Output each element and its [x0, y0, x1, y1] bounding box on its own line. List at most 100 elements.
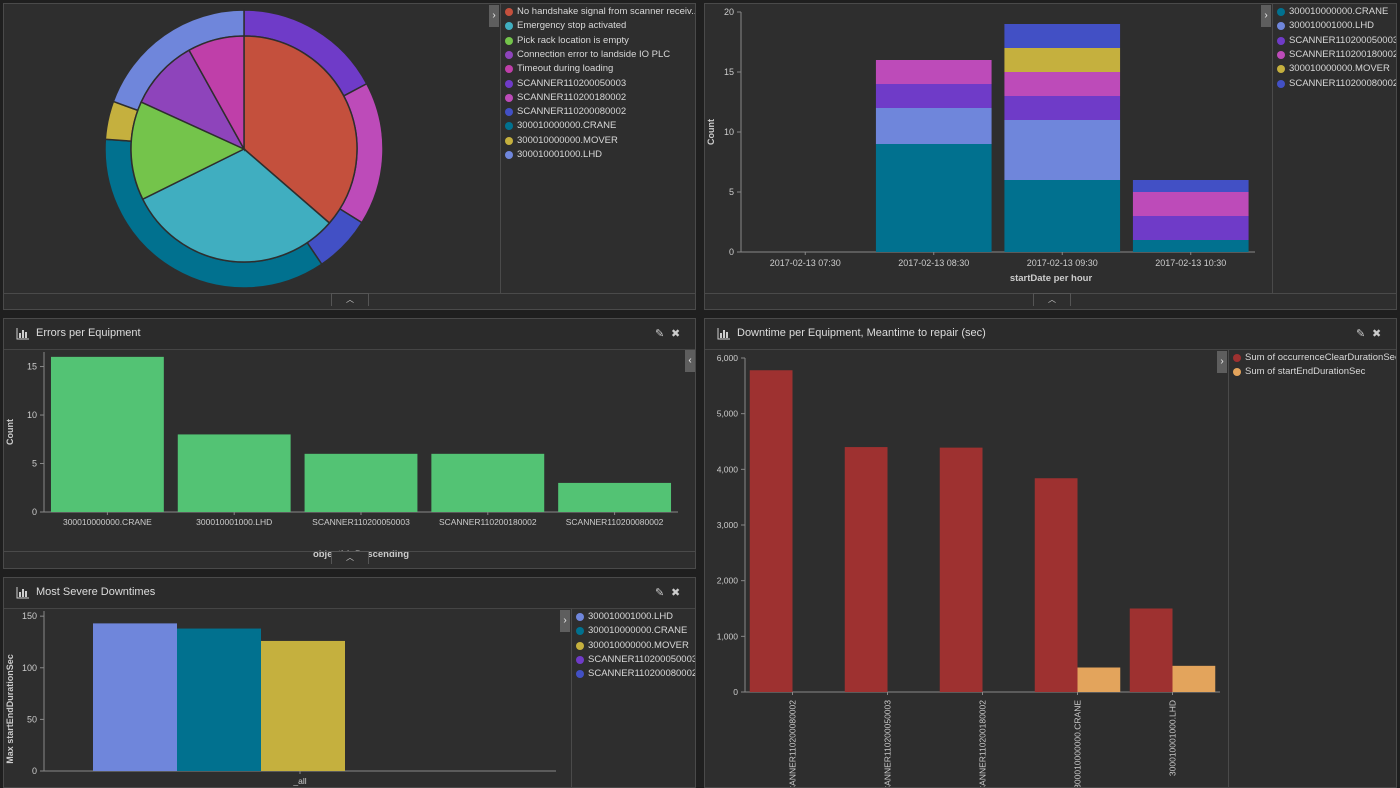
severe-bar-chart: Max startEndDurationSec 0 50 100 150 _all: [5, 611, 556, 786]
legend-label: Sum of occurrenceClearDurationSec: [1245, 352, 1397, 363]
stacked-bar-segment: [1132, 180, 1249, 192]
x-tick-label: SCANNER110200080002: [566, 517, 664, 527]
legend-swatch: [1277, 8, 1285, 16]
pie-slices: [104, 9, 384, 289]
y-tick-label: 1,000: [717, 631, 739, 641]
pie-slice: [130, 101, 246, 201]
stacked-bar-segment: [875, 108, 992, 144]
pie-slice: [141, 148, 331, 263]
most-severe-downtimes-panel: Most Severe Downtimes ✎ ✖ Max startEndDu…: [3, 577, 696, 788]
x-tick-label: 300010001000.LHD: [196, 517, 272, 527]
legend-toggle-button[interactable]: ›: [489, 5, 499, 27]
downtime-legend: Sum of occurrenceClearDurationSec Sum of …: [1228, 350, 1397, 787]
stacked-bar-segment: [1004, 72, 1121, 96]
bar: [844, 447, 888, 692]
chevron-up-icon: ︿: [346, 295, 354, 304]
downtime-bar-chart: 0 1,000 2,000 3,000 4,000 5,000 6,000 SCANNER11…: [717, 353, 1220, 788]
legend-swatch: [576, 627, 584, 636]
legend-toggle-button[interactable]: ›: [1217, 351, 1227, 373]
stacked-bar-legend: 300010000000.CRANE 300010001000.LHD SCANNE…: [1272, 4, 1397, 294]
y-tick-label: 50: [27, 714, 37, 724]
legend-label: SCANNER110200080002: [588, 668, 696, 680]
pie-slice: [243, 35, 358, 225]
legend-swatch: [1277, 79, 1285, 88]
legend-label: SCANNER110200080002: [1289, 77, 1397, 89]
legend-label: SCANNER110200050003: [517, 77, 627, 89]
bar: [558, 482, 672, 512]
collapse-button[interactable]: ︿: [331, 293, 369, 306]
bar: [1172, 665, 1216, 692]
x-tick-label: 2017-02-13 09:30: [1027, 258, 1098, 268]
stacked-bar-segment: [1132, 192, 1249, 216]
panel-header: Errors per Equipment ✎ ✖: [4, 319, 695, 350]
bar: [1129, 608, 1173, 692]
pencil-icon[interactable]: ✎: [655, 587, 665, 599]
pie-panel: › No handshake signal from scanner recei…: [3, 3, 696, 310]
close-icon[interactable]: ✖: [1372, 328, 1382, 340]
collapse-button[interactable]: ︿: [1033, 293, 1071, 306]
errors-bar-chart: Count objectId: Descending 0510153000100…: [5, 352, 678, 560]
bar: [1034, 478, 1078, 692]
bar-chart-icon: [16, 587, 29, 599]
y-tick-label: 6,000: [717, 353, 739, 363]
close-icon[interactable]: ✖: [671, 328, 681, 340]
downtime-per-equipment-panel: Downtime per Equipment, Meantime to repa…: [704, 318, 1397, 788]
panel-header: Most Severe Downtimes ✎ ✖: [4, 578, 695, 609]
y-tick-label: 3,000: [717, 520, 739, 530]
close-icon[interactable]: ✖: [671, 587, 681, 599]
bar: [177, 628, 261, 771]
legend-label: 300010000000.MOVER: [1289, 63, 1390, 75]
pencil-icon[interactable]: ✎: [1356, 328, 1366, 340]
stacked-bar-segment: [1132, 216, 1249, 240]
legend-swatch: [1277, 50, 1285, 59]
legend-label: No handshake signal from scanner receiv.…: [517, 6, 696, 17]
x-tick-label: SCANNER110200050003: [883, 700, 893, 788]
y-tick-label: 15: [724, 67, 734, 77]
x-tick-label: SCANNER110200050003: [312, 517, 410, 527]
legend-toggle-button[interactable]: ‹: [685, 350, 695, 372]
y-tick-label: 150: [22, 611, 37, 621]
y-tick-label: 10: [724, 127, 734, 137]
chevron-right-icon: ›: [563, 615, 567, 626]
legend-swatch: [1277, 65, 1285, 74]
x-tick-label: 300010000000.CRANE: [1073, 700, 1083, 788]
stacked-bar-segment: [1004, 48, 1121, 72]
x-tick-label: 300010001000.LHD: [1168, 700, 1178, 776]
x-tick-label: SCANNER110200080002: [788, 700, 798, 788]
panel-title: Errors per Equipment: [36, 327, 141, 339]
x-tick-label: 2017-02-13 07:30: [770, 258, 841, 268]
chevron-left-icon: ‹: [688, 355, 692, 366]
bar: [93, 623, 177, 771]
pie-chart: [104, 9, 384, 289]
legend-swatch: [505, 136, 513, 145]
pencil-icon[interactable]: ✎: [655, 328, 665, 340]
y-tick-label: 15: [27, 362, 37, 372]
legend-label: 300010000000.CRANE: [517, 120, 617, 132]
chevron-up-icon: ︿: [346, 553, 354, 562]
legend-label: Emergency stop activated: [517, 20, 627, 32]
legend-toggle-button[interactable]: ›: [560, 610, 570, 632]
legend-swatch: [505, 65, 513, 74]
legend-swatch: [505, 122, 513, 131]
legend-label: 300010001000.LHD: [588, 611, 674, 622]
collapse-button[interactable]: ︿: [331, 551, 369, 564]
legend-label: SCANNER110200050003: [1289, 34, 1397, 46]
stacked-bar-segment: [1004, 96, 1121, 120]
stacked-bar-segment: [875, 84, 992, 108]
y-tick-label: 100: [22, 663, 37, 673]
legend-swatch: [1277, 22, 1285, 31]
legend-swatch: [505, 108, 513, 117]
stacked-bar-segment: [1004, 24, 1121, 48]
x-tick-label: SCANNER110200180002: [978, 700, 988, 788]
legend-swatch: [576, 670, 584, 679]
legend-swatch: [505, 151, 513, 159]
legend-toggle-button[interactable]: ›: [1261, 5, 1271, 27]
legend-label: SCANNER110200050003: [588, 653, 696, 665]
legend-swatch: [576, 613, 584, 621]
legend-swatch: [1277, 36, 1285, 45]
pie-legend: No handshake signal from scanner receiv.…: [500, 4, 696, 294]
severe-legend: 300010001000.LHD 300010000000.CRANE 300010…: [571, 609, 696, 787]
bar-chart-icon: [16, 328, 29, 340]
legend-swatch: [505, 79, 513, 88]
legend-swatch: [505, 8, 513, 16]
